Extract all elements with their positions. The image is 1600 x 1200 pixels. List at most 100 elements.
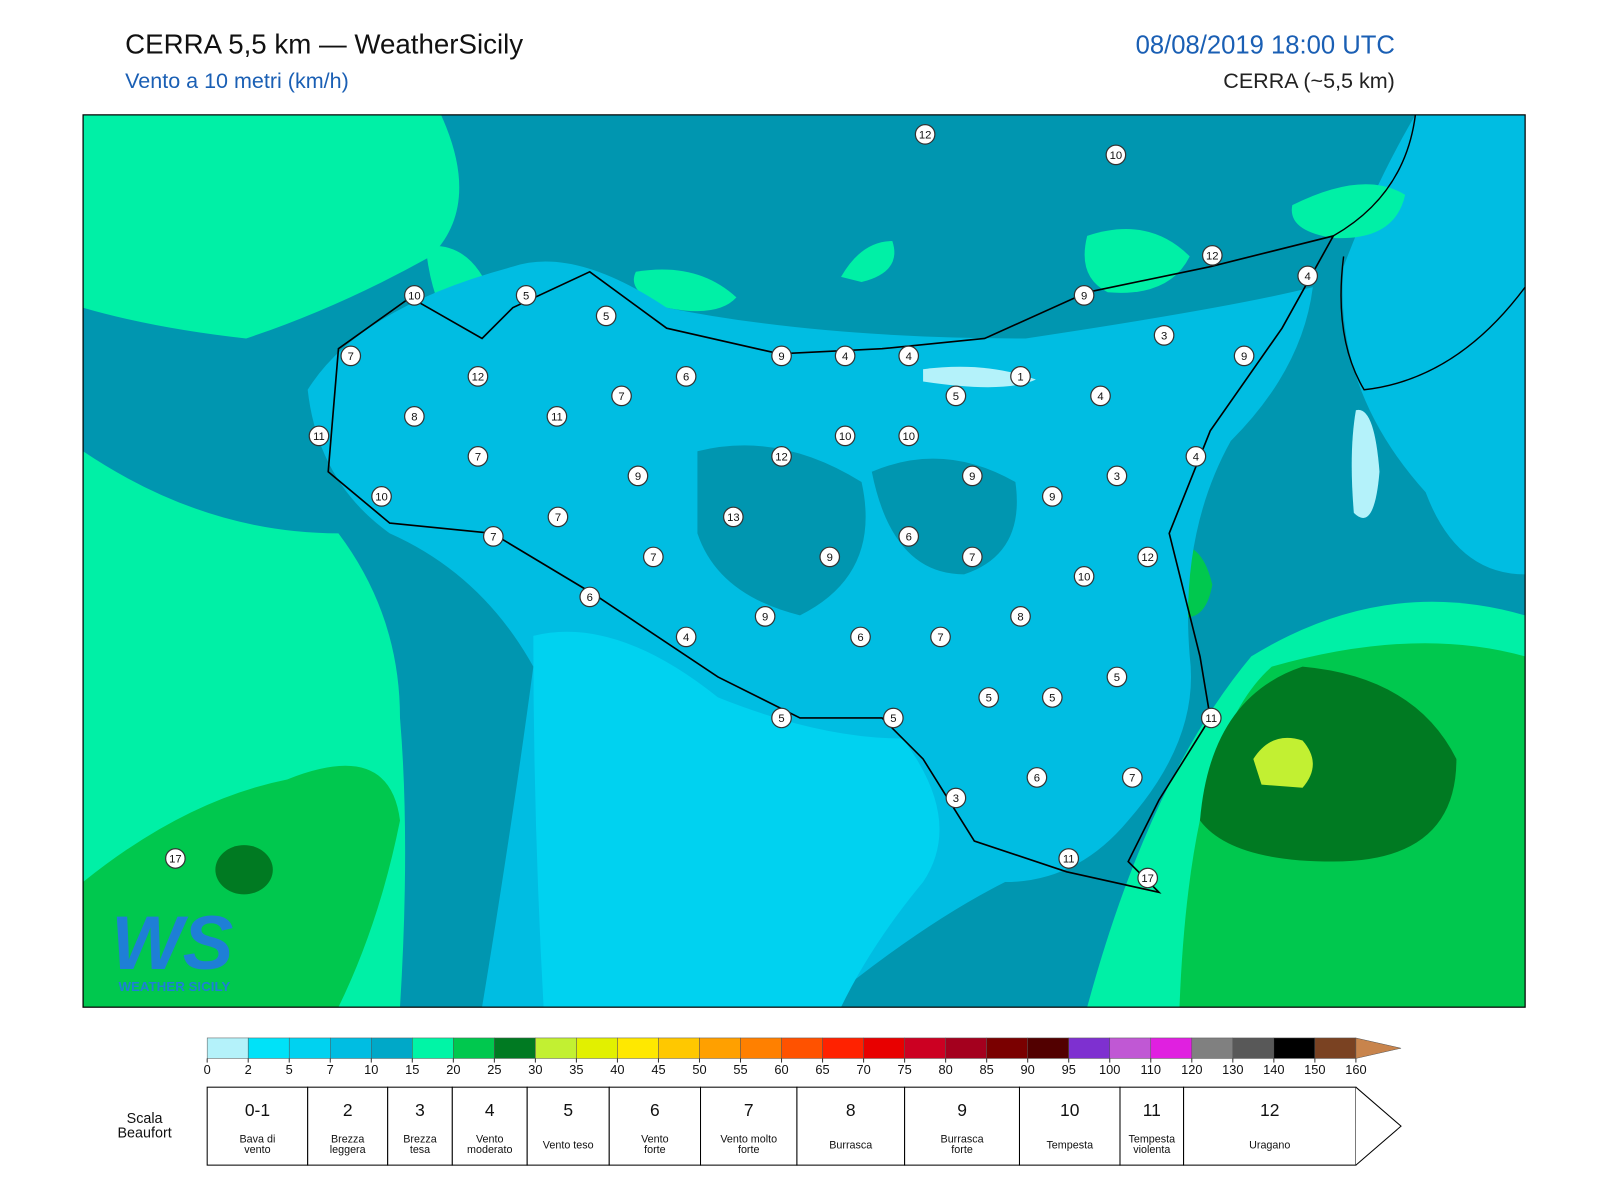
station-value: 4	[906, 351, 912, 363]
beaufort-label: Tempesta	[1046, 1140, 1093, 1152]
station-marker	[1026, 767, 1048, 788]
station-value: 12	[472, 372, 485, 384]
station-value: 9	[1049, 492, 1055, 504]
beaufort-label: Vento	[476, 1134, 504, 1146]
station-marker	[945, 787, 967, 809]
date: 08/08/2019 18:00 UTC	[1136, 31, 1395, 59]
beaufort-label: tesa	[410, 1144, 430, 1156]
station-value: 4	[842, 351, 848, 363]
station-value: 11	[1205, 713, 1217, 725]
station-marker	[482, 526, 504, 547]
colorbar-segment	[781, 1037, 823, 1059]
station-marker	[771, 345, 792, 367]
colorbar-tick-label: 90	[1021, 1062, 1035, 1077]
subtitle: Vento a 10 metri (km/h)	[125, 69, 349, 93]
station-marker	[771, 446, 792, 467]
beaufort-cell	[796, 1086, 906, 1166]
station-value: 7	[1129, 773, 1135, 785]
colorbar-tick-label: 160	[1345, 1062, 1366, 1077]
station-value: 10	[375, 492, 388, 504]
colorbar-tick-label: 75	[897, 1062, 911, 1077]
station-marker	[882, 707, 904, 729]
station-marker	[1106, 465, 1128, 487]
colorbar-segment	[1191, 1037, 1234, 1059]
beaufort-label: violenta	[1133, 1144, 1170, 1156]
beaufort-arrow	[1355, 1086, 1402, 1166]
beaufort-cell	[526, 1086, 610, 1166]
station-marker	[1090, 385, 1111, 407]
station-marker	[898, 345, 920, 367]
colorbar-segment	[576, 1037, 618, 1059]
beaufort-label: Brezza	[403, 1134, 436, 1146]
colorbar-segment	[617, 1037, 659, 1059]
station-value: 7	[348, 351, 354, 363]
beaufort-force: 4	[485, 1100, 495, 1120]
station-marker	[961, 465, 983, 487]
station-marker	[1010, 366, 1031, 387]
station-marker	[850, 626, 871, 648]
beaufort-label: Bava di	[240, 1134, 276, 1146]
beaufort-force: 6	[650, 1100, 660, 1120]
colorbar-tick-label: 7	[327, 1062, 334, 1077]
station-value: 1	[1017, 372, 1023, 384]
station-marker	[467, 446, 489, 467]
station-value: 5	[953, 391, 959, 403]
station-value: 11	[313, 431, 325, 443]
station-marker	[308, 425, 330, 447]
station-marker	[898, 425, 920, 447]
beaufort-cell	[451, 1086, 528, 1166]
beaufort-force: 3	[415, 1100, 425, 1120]
station-value: 9	[762, 612, 768, 624]
colorbar-tick-label: 110	[1141, 1062, 1161, 1077]
beaufort-label: Vento teso	[543, 1140, 594, 1152]
station-value: 5	[603, 311, 609, 323]
station-marker	[1041, 486, 1063, 507]
station-marker	[914, 123, 936, 145]
station-value: 12	[919, 129, 932, 141]
beaufort-label: Burrasca	[829, 1140, 872, 1152]
station-marker	[340, 345, 362, 367]
station-marker	[945, 385, 967, 407]
beaufort-force: 2	[343, 1100, 353, 1120]
station-value: 12	[775, 452, 788, 464]
beaufort-label: Vento molto	[720, 1134, 777, 1146]
station-marker	[1200, 707, 1222, 729]
colorbar-segment	[1232, 1037, 1275, 1059]
model: CERRA (~5,5 km)	[1223, 69, 1395, 93]
colorbar-segment	[1068, 1037, 1110, 1059]
station-marker	[961, 546, 983, 568]
colorbar-tick-label: 70	[856, 1062, 870, 1077]
station-marker	[467, 366, 489, 387]
station-value: 9	[969, 471, 975, 483]
colorbar-tick-label: 60	[774, 1062, 788, 1077]
station-marker	[1106, 666, 1128, 688]
station-value: 12	[1141, 552, 1154, 564]
beaufort-title: Beaufort	[117, 1125, 171, 1141]
station-marker	[371, 486, 392, 507]
station-marker	[611, 385, 632, 407]
station-value: 3	[1161, 330, 1167, 342]
station-value: 8	[411, 412, 417, 424]
station-value: 5	[523, 290, 529, 302]
station-value: 10	[1110, 150, 1123, 162]
station-value: 3	[1114, 471, 1120, 483]
station-marker	[1297, 265, 1319, 287]
colorbar-tick-label: 85	[980, 1062, 994, 1077]
colorbar-tick-label: 80	[939, 1062, 953, 1077]
station-marker	[403, 406, 425, 427]
colorbar-tick-label: 45	[651, 1062, 665, 1077]
station-value: 4	[683, 632, 689, 644]
beaufort-label: forte	[644, 1144, 666, 1156]
station-marker	[978, 687, 1000, 708]
beaufort-cell	[1183, 1086, 1357, 1166]
station-marker	[1073, 285, 1095, 306]
station-marker	[579, 586, 601, 608]
station-marker	[834, 425, 856, 447]
station-value: 7	[475, 452, 481, 464]
station-marker	[1041, 687, 1063, 708]
colorbar-segment	[288, 1037, 331, 1059]
station-value: 17	[1141, 873, 1154, 885]
station-value: 9	[778, 351, 784, 363]
